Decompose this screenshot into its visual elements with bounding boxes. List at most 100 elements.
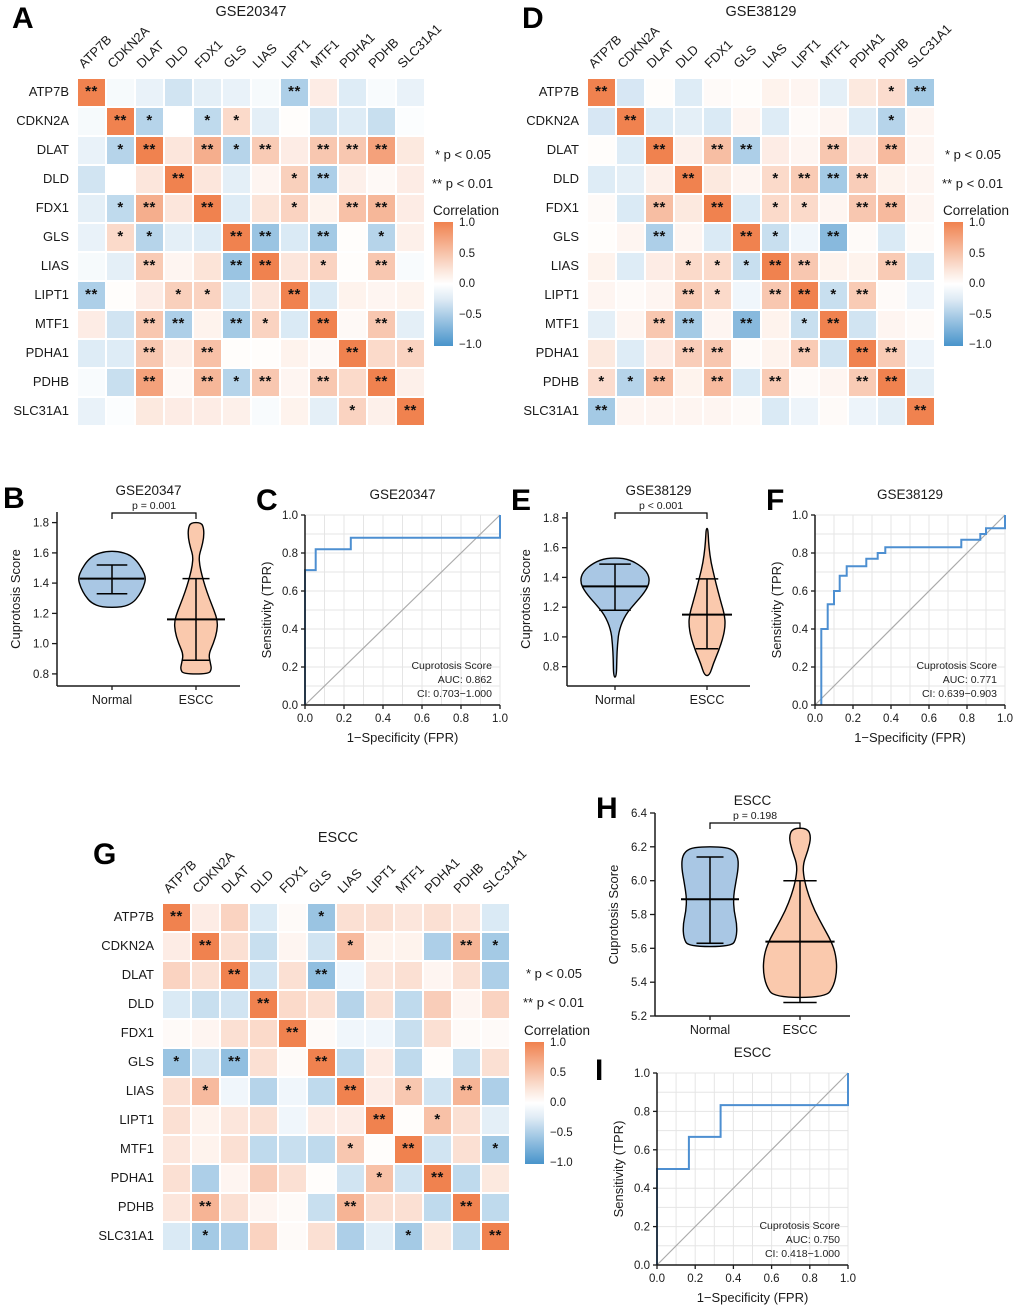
heatmap-cell	[165, 340, 192, 367]
chart-svg-B: 0.8 1.0 1.2 1.4 1.6 1.8 Cuprotosis Score Normal…	[8, 483, 240, 707]
significance-stars: **	[595, 401, 608, 419]
heatmap-cell	[907, 340, 934, 367]
roc-curve	[820, 515, 1006, 705]
heatmap-cell	[675, 79, 702, 106]
chart-title: GSE20347	[115, 483, 181, 498]
heatmap-cell: **	[849, 340, 876, 367]
x-axis-label: 1−Specificity (FPR)	[854, 730, 966, 745]
y-axis-label: Cuprotosis Score	[606, 865, 621, 965]
significance-stars: *	[318, 907, 325, 925]
heatmap-cell: **	[192, 1194, 219, 1221]
significance-stars: **	[798, 285, 811, 303]
heatmap-cell	[339, 369, 366, 396]
x-axis-label: 1−Specificity (FPR)	[697, 1290, 809, 1305]
significance-stars: *	[173, 1052, 180, 1070]
significance-stars: *	[598, 372, 605, 390]
significance-stars: **	[85, 285, 98, 303]
auc-annotation: Cuprotosis Score AUC: 0.771 CI: 0.639−0.90…	[916, 660, 997, 700]
svg-text:1.8: 1.8	[543, 513, 559, 525]
heatmap-cell: **	[281, 79, 308, 106]
heatmap-cell: **	[907, 398, 934, 425]
chart-title: ESCC	[734, 793, 772, 808]
heatmap-cell	[279, 933, 306, 960]
svg-text:0.6: 0.6	[921, 713, 937, 725]
heatmap-cell	[588, 108, 615, 135]
svg-text:1.0: 1.0	[634, 1068, 650, 1080]
heatmap-cell	[733, 166, 760, 193]
svg-text:0.0: 0.0	[634, 1260, 650, 1272]
svg-text:0.2: 0.2	[336, 713, 352, 725]
svg-text:5.6: 5.6	[631, 943, 647, 955]
heatmap-cell: **	[704, 340, 731, 367]
heatmap-cell: *	[223, 108, 250, 135]
heatmap-cell	[107, 369, 134, 396]
category-label-escc: ESCC	[690, 693, 725, 707]
heatmap-cell	[424, 1136, 451, 1163]
heatmap-cell: *	[136, 108, 163, 135]
heatmap-cell: **	[588, 79, 615, 106]
heatmap-cell	[337, 1165, 364, 1192]
svg-text:0.8: 0.8	[543, 662, 559, 674]
heatmap-cell	[221, 1165, 248, 1192]
heatmap-cell	[368, 282, 395, 309]
heatmap-cell: **	[849, 369, 876, 396]
significance-stars: **	[404, 401, 417, 419]
heatmap-cell	[424, 991, 451, 1018]
significance-stars: *	[146, 111, 153, 129]
svg-text:AUC: 0.862: AUC: 0.862	[438, 674, 492, 686]
sig-legend-p01: ** p < 0.01	[523, 995, 585, 1010]
chart-title: GSE38129	[625, 483, 691, 498]
significance-stars: **	[740, 227, 753, 245]
heatmap-cell	[250, 1107, 277, 1134]
heatmap-cell: *	[762, 195, 789, 222]
significance-stars: **	[740, 314, 753, 332]
svg-text:1.2: 1.2	[543, 602, 559, 614]
significance-stars: **	[259, 372, 272, 390]
heatmap-cell	[221, 1194, 248, 1221]
heatmap-cell	[588, 195, 615, 222]
heatmap-cell	[163, 1165, 190, 1192]
heatmap-cell: **	[310, 166, 337, 193]
heatmap-cell	[617, 282, 644, 309]
heatmap-cell	[366, 1136, 393, 1163]
heatmap-cell: *	[194, 282, 221, 309]
heatmap-cell: *	[617, 369, 644, 396]
heatmap-cell	[366, 933, 393, 960]
significance-stars: **	[460, 1081, 473, 1099]
significance-stars: **	[346, 343, 359, 361]
y-axis-ticks: 0.8 1.0 1.2 1.4 1.6 1.8	[33, 518, 57, 681]
heatmap-cell: *	[136, 224, 163, 251]
heatmap-cell: **	[223, 311, 250, 338]
heatmap-cell	[223, 282, 250, 309]
svg-text:1.0: 1.0	[282, 510, 298, 522]
heatmap-cell	[78, 369, 105, 396]
heatmap-cell	[791, 108, 818, 135]
heatmap-cell	[250, 1049, 277, 1076]
heatmap-cell	[368, 398, 395, 425]
heatmap-cell	[733, 340, 760, 367]
heatmap-cell	[279, 1049, 306, 1076]
row-label-ATP7B: ATP7B	[113, 909, 154, 924]
col-label-LIPT1: LIPT1	[788, 35, 824, 71]
significance-stars: *	[405, 1226, 412, 1244]
heatmap-cell	[136, 166, 163, 193]
heatmap-cell: **	[250, 991, 277, 1018]
heatmap-cell	[78, 398, 105, 425]
heatmap-cell	[165, 398, 192, 425]
svg-text:0.2: 0.2	[634, 1222, 650, 1234]
svg-text:0.8: 0.8	[959, 713, 975, 725]
heatmap-cell	[221, 1078, 248, 1105]
heatmap-cell	[424, 962, 451, 989]
heatmap-cell	[849, 108, 876, 135]
heatmap-cell: **	[310, 311, 337, 338]
heatmap-cell: **	[762, 282, 789, 309]
panel-letter-C: C	[256, 484, 278, 517]
heatmap-cell	[395, 991, 422, 1018]
significance-stars: *	[492, 1139, 499, 1157]
heatmap-cell: **	[453, 1078, 480, 1105]
heatmap-cell	[820, 340, 847, 367]
heatmap-cell: **	[163, 904, 190, 931]
significance-stars: **	[711, 343, 724, 361]
heatmap-cell: **	[192, 933, 219, 960]
heatmap-cell	[107, 166, 134, 193]
